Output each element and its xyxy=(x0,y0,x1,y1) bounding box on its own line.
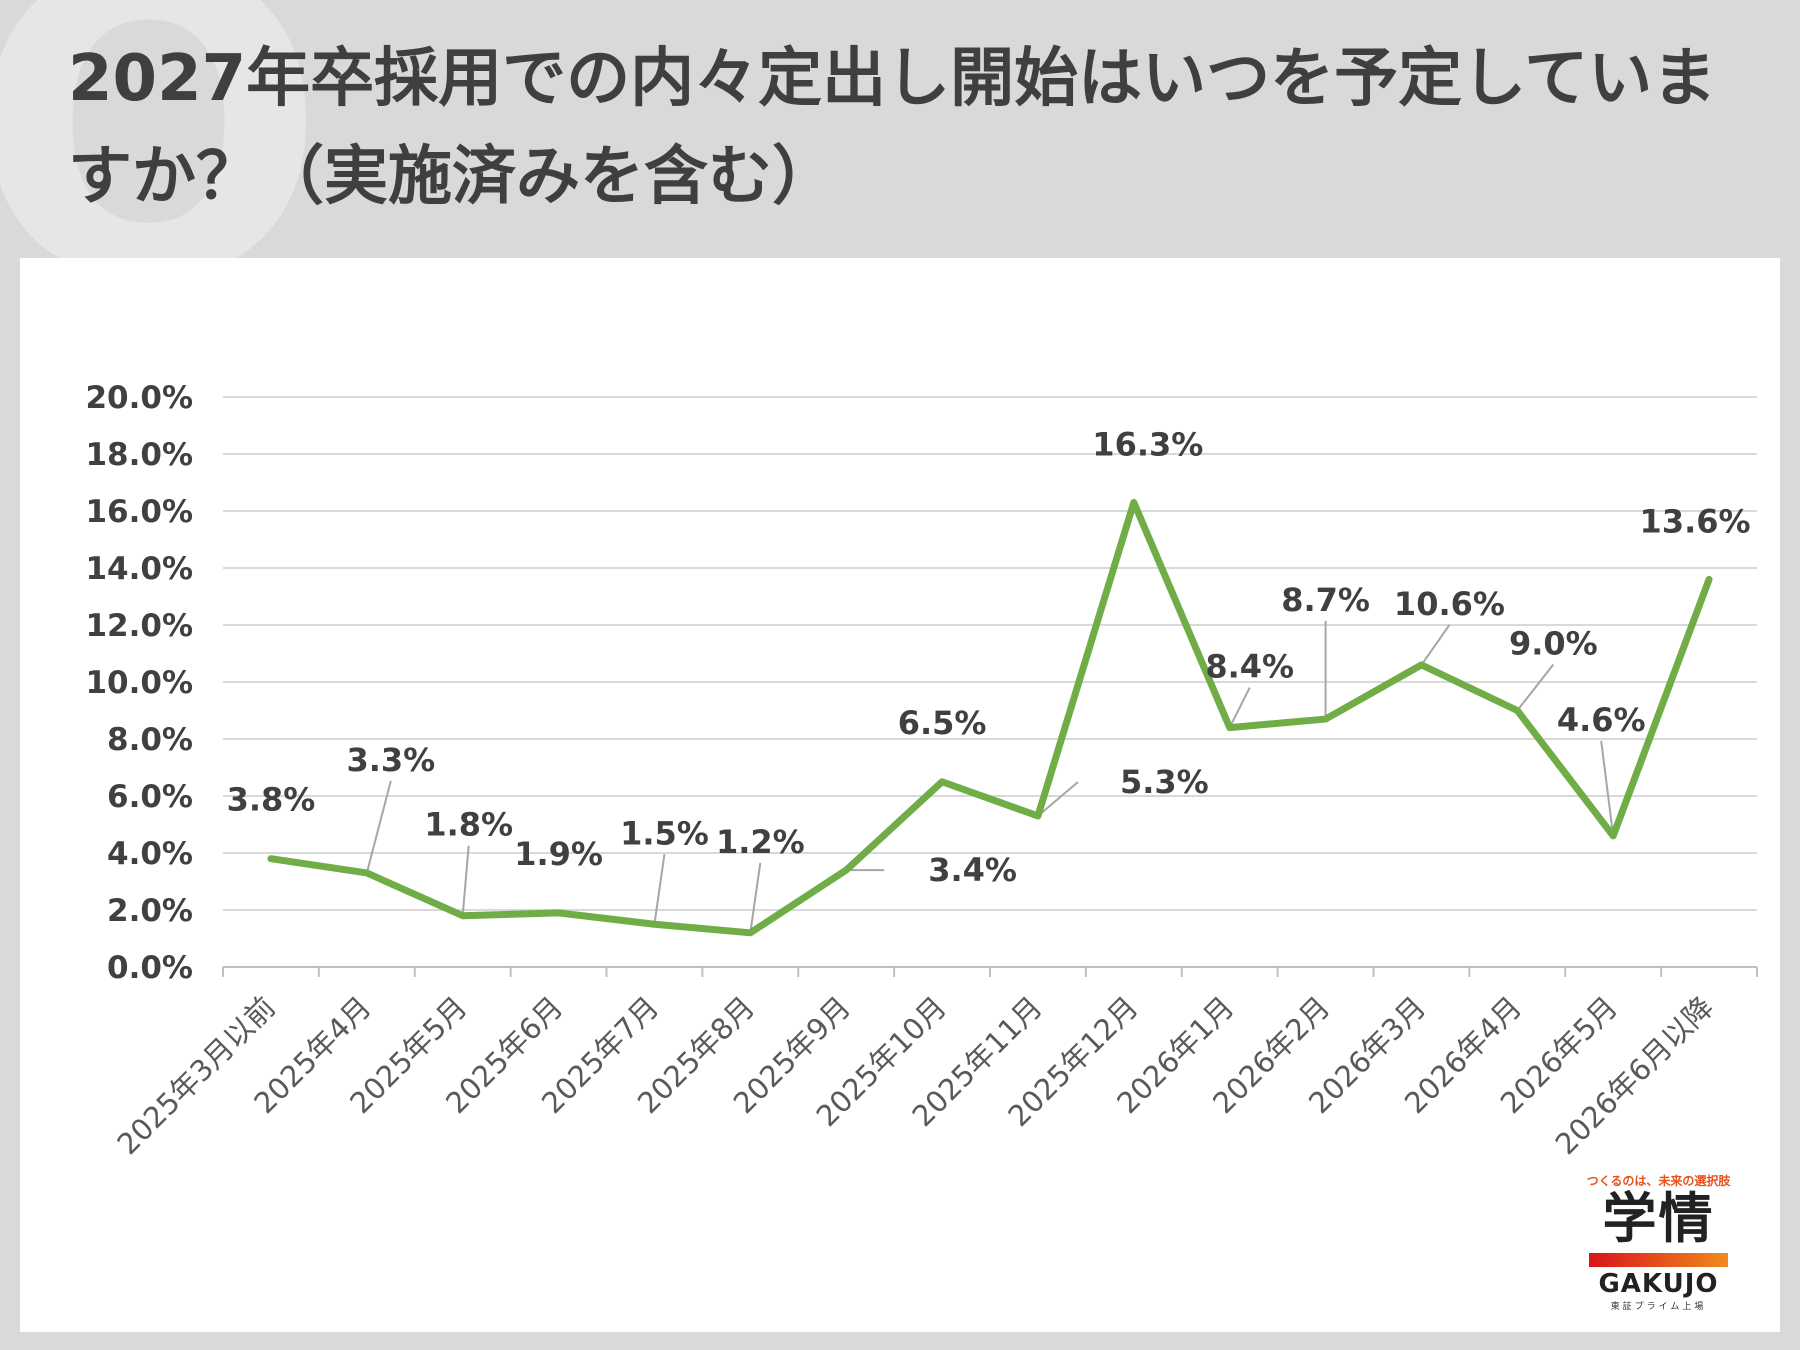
data-label: 3.3% xyxy=(346,741,435,779)
logo-listed: 東証プライム上場 xyxy=(1610,1302,1707,1312)
data-label: 5.3% xyxy=(1120,763,1209,801)
data-label: 6.5% xyxy=(898,704,987,742)
leader-line xyxy=(461,845,470,916)
data-label: 8.7% xyxy=(1281,581,1370,619)
data-label: 3.4% xyxy=(928,851,1017,889)
leader-line xyxy=(1600,740,1615,837)
leader-line xyxy=(1516,663,1555,712)
x-tick-label: 2025年3月以前 xyxy=(111,990,282,1161)
y-tick-label: 14.0% xyxy=(85,551,193,587)
chart-panel: 0.0% 2.0% 4.0% 6.0% 8.0% 10.0% 12.0% 14.0% 16.0%… xyxy=(20,258,1780,1332)
y-tick-label: 2.0% xyxy=(107,893,193,929)
leader-line xyxy=(1037,781,1079,817)
y-tick-label: 10.0% xyxy=(85,665,193,701)
data-label: 1.8% xyxy=(424,806,513,844)
leader-line xyxy=(653,854,666,925)
leader-line xyxy=(1420,624,1451,666)
data-label: 3.8% xyxy=(227,781,316,819)
data-label: 10.6% xyxy=(1394,585,1505,623)
y-tick-label: 8.0% xyxy=(107,722,193,758)
data-label: 8.4% xyxy=(1205,648,1294,686)
series-line xyxy=(267,498,1713,937)
data-label: 13.6% xyxy=(1640,502,1751,540)
y-tick-label: 4.0% xyxy=(107,836,193,872)
leader-line xyxy=(1228,687,1251,729)
y-tick-label: 12.0% xyxy=(85,608,193,644)
gakujo-logo: つくるのは、未来の選択肢 学情 GAKUJO 東証プライム上場 xyxy=(1571,1172,1746,1312)
y-tick-label: 20.0% xyxy=(85,380,193,416)
data-label: 1.5% xyxy=(620,814,709,852)
y-tick-label: 0.0% xyxy=(107,950,193,986)
leader-line xyxy=(365,780,392,874)
data-label: 16.3% xyxy=(1092,425,1203,463)
data-label: 1.2% xyxy=(716,823,805,861)
page-title: 2027年卒採用での内々定出し開始はいつを予定していますか？（実施済みを含む） xyxy=(68,42,1717,214)
y-tick-label: 6.0% xyxy=(107,779,193,815)
logo-en: GAKUJO xyxy=(1598,1269,1719,1299)
logo-kanji: 学情 xyxy=(1602,1187,1715,1250)
logo-bar xyxy=(1589,1253,1728,1267)
line-chart: 0.0% 2.0% 4.0% 6.0% 8.0% 10.0% 12.0% 14.0% 16.0%… xyxy=(85,380,1758,1161)
y-tick-label: 16.0% xyxy=(85,494,193,530)
logo-tagline: つくるのは、未来の選択肢 xyxy=(1586,1174,1731,1188)
leader-line xyxy=(749,862,762,933)
data-label: 9.0% xyxy=(1509,625,1598,663)
data-label: 4.6% xyxy=(1557,701,1646,739)
data-label: 1.9% xyxy=(514,835,603,873)
y-tick-label: 18.0% xyxy=(85,437,193,473)
